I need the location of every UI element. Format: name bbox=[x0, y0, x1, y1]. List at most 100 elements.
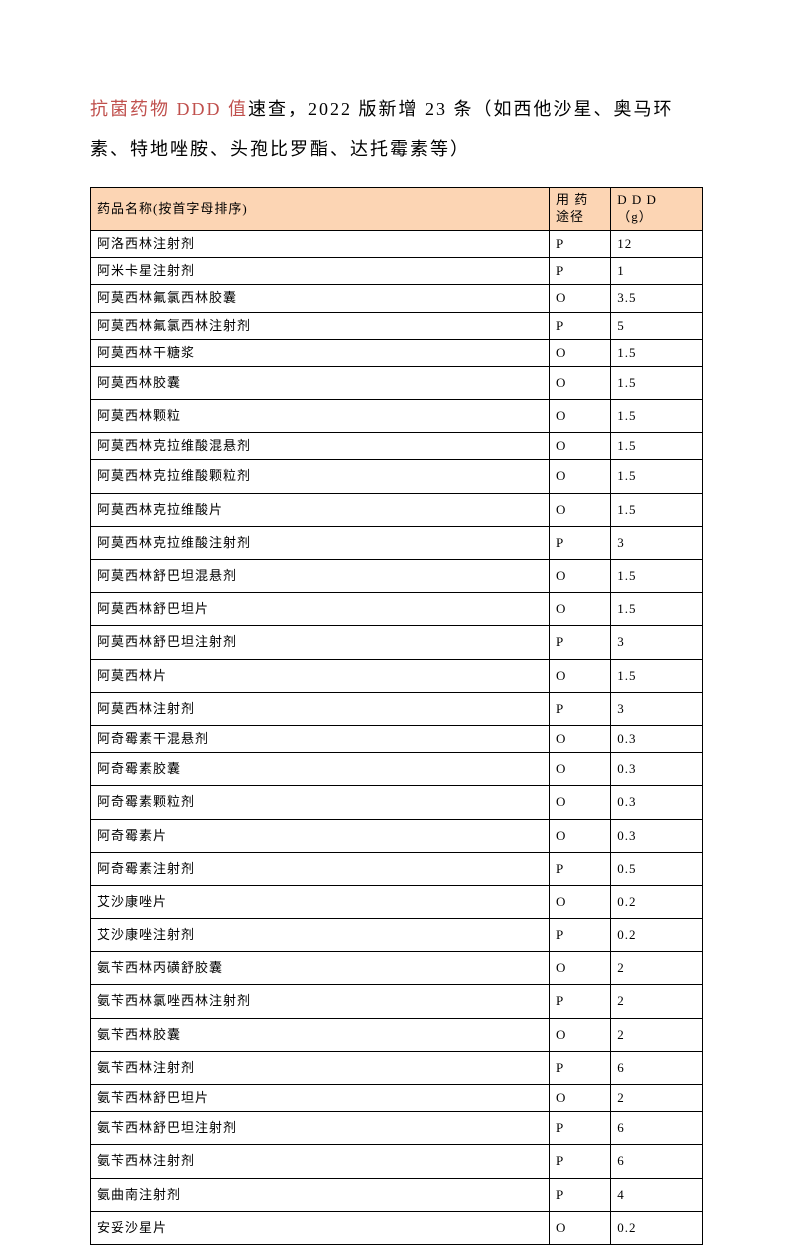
cell-ddd: 1.5 bbox=[611, 339, 703, 366]
table-row: 阿莫西林克拉维酸片O1.5 bbox=[91, 493, 703, 526]
table-row: 阿莫西林颗粒O1.5 bbox=[91, 400, 703, 433]
table-row: 阿奇霉素注射剂P0.5 bbox=[91, 852, 703, 885]
cell-drug-name: 阿莫西林舒巴坦片 bbox=[91, 593, 550, 626]
cell-drug-name: 阿洛西林注射剂 bbox=[91, 230, 550, 257]
cell-ddd: 2 bbox=[611, 1085, 703, 1112]
table-row: 阿莫西林片O1.5 bbox=[91, 659, 703, 692]
cell-drug-name: 阿奇霉素胶囊 bbox=[91, 753, 550, 786]
cell-ddd: 6 bbox=[611, 1051, 703, 1084]
cell-ddd: 2 bbox=[611, 1018, 703, 1051]
header-route: 用 药 途径 bbox=[550, 188, 611, 231]
cell-drug-name: 氨苄西林丙磺舒胶囊 bbox=[91, 952, 550, 985]
table-row: 阿奇霉素片O0.3 bbox=[91, 819, 703, 852]
table-row: 氨苄西林注射剂P6 bbox=[91, 1145, 703, 1178]
cell-route: P bbox=[550, 626, 611, 659]
cell-route: P bbox=[550, 312, 611, 339]
cell-drug-name: 氨苄西林胶囊 bbox=[91, 1018, 550, 1051]
cell-ddd: 0.3 bbox=[611, 819, 703, 852]
cell-route: O bbox=[550, 819, 611, 852]
cell-ddd: 5 bbox=[611, 312, 703, 339]
cell-ddd: 3 bbox=[611, 692, 703, 725]
table-row: 氨苄西林舒巴坦片O2 bbox=[91, 1085, 703, 1112]
table-row: 阿莫西林舒巴坦片O1.5 bbox=[91, 593, 703, 626]
table-row: 氨苄西林注射剂P6 bbox=[91, 1051, 703, 1084]
cell-ddd: 0.2 bbox=[611, 1211, 703, 1244]
table-row: 氨苄西林舒巴坦注射剂P6 bbox=[91, 1112, 703, 1145]
header-name: 药品名称(按首字母排序) bbox=[91, 188, 550, 231]
cell-route: P bbox=[550, 1178, 611, 1211]
table-row: 阿奇霉素颗粒剂O0.3 bbox=[91, 786, 703, 819]
cell-drug-name: 阿奇霉素片 bbox=[91, 819, 550, 852]
cell-ddd: 2 bbox=[611, 952, 703, 985]
table-row: 艾沙康唑注射剂P0.2 bbox=[91, 919, 703, 952]
cell-drug-name: 阿莫西林克拉维酸混悬剂 bbox=[91, 433, 550, 460]
table-row: 阿莫西林克拉维酸颗粒剂O1.5 bbox=[91, 460, 703, 493]
cell-drug-name: 艾沙康唑注射剂 bbox=[91, 919, 550, 952]
table-row: 氨曲南注射剂P4 bbox=[91, 1178, 703, 1211]
cell-drug-name: 阿莫西林干糖浆 bbox=[91, 339, 550, 366]
cell-ddd: 12 bbox=[611, 230, 703, 257]
cell-ddd: 1.5 bbox=[611, 433, 703, 460]
title-highlight: 抗菌药物 DDD 值 bbox=[90, 99, 248, 119]
cell-route: P bbox=[550, 1051, 611, 1084]
table-row: 阿洛西林注射剂P12 bbox=[91, 230, 703, 257]
cell-ddd: 6 bbox=[611, 1112, 703, 1145]
cell-route: O bbox=[550, 1211, 611, 1244]
table-row: 阿莫西林氟氯西林注射剂P5 bbox=[91, 312, 703, 339]
title-rest-1: 速查，2022 版新增 23 条（如西他沙星、奥马环 bbox=[248, 99, 674, 119]
table-row: 阿奇霉素干混悬剂O0.3 bbox=[91, 725, 703, 752]
cell-drug-name: 安妥沙星片 bbox=[91, 1211, 550, 1244]
cell-ddd: 2 bbox=[611, 985, 703, 1018]
table-row: 氨苄西林丙磺舒胶囊O2 bbox=[91, 952, 703, 985]
header-ddd-l1: D D D bbox=[617, 192, 696, 209]
cell-drug-name: 阿奇霉素干混悬剂 bbox=[91, 725, 550, 752]
cell-drug-name: 阿莫西林舒巴坦注射剂 bbox=[91, 626, 550, 659]
cell-route: O bbox=[550, 460, 611, 493]
cell-ddd: 1.5 bbox=[611, 400, 703, 433]
cell-drug-name: 阿莫西林克拉维酸片 bbox=[91, 493, 550, 526]
table-row: 氨苄西林胶囊O2 bbox=[91, 1018, 703, 1051]
cell-ddd: 1.5 bbox=[611, 460, 703, 493]
cell-route: O bbox=[550, 433, 611, 460]
header-route-l2: 途径 bbox=[556, 209, 604, 226]
cell-ddd: 0.3 bbox=[611, 753, 703, 786]
cell-drug-name: 艾沙康唑片 bbox=[91, 885, 550, 918]
table-row: 阿莫西林胶囊O1.5 bbox=[91, 366, 703, 399]
cell-drug-name: 阿莫西林片 bbox=[91, 659, 550, 692]
cell-route: P bbox=[550, 1112, 611, 1145]
title-line-1: 抗菌药物 DDD 值速查，2022 版新增 23 条（如西他沙星、奥马环 bbox=[90, 90, 703, 130]
cell-ddd: 0.2 bbox=[611, 885, 703, 918]
table-row: 阿莫西林克拉维酸混悬剂O1.5 bbox=[91, 433, 703, 460]
cell-drug-name: 氨苄西林注射剂 bbox=[91, 1145, 550, 1178]
ddd-table: 药品名称(按首字母排序) 用 药 途径 D D D （g） 阿洛西林注射剂P12… bbox=[90, 187, 703, 1245]
cell-ddd: 1.5 bbox=[611, 593, 703, 626]
header-ddd: D D D （g） bbox=[611, 188, 703, 231]
cell-route: P bbox=[550, 526, 611, 559]
cell-route: O bbox=[550, 285, 611, 312]
cell-drug-name: 阿莫西林克拉维酸颗粒剂 bbox=[91, 460, 550, 493]
cell-route: P bbox=[550, 852, 611, 885]
cell-route: P bbox=[550, 1145, 611, 1178]
cell-ddd: 0.3 bbox=[611, 725, 703, 752]
cell-route: O bbox=[550, 493, 611, 526]
table-header-row: 药品名称(按首字母排序) 用 药 途径 D D D （g） bbox=[91, 188, 703, 231]
cell-route: O bbox=[550, 560, 611, 593]
cell-drug-name: 阿米卡星注射剂 bbox=[91, 258, 550, 285]
cell-drug-name: 阿莫西林注射剂 bbox=[91, 692, 550, 725]
table-row: 艾沙康唑片O0.2 bbox=[91, 885, 703, 918]
table-row: 安妥沙星片O0.2 bbox=[91, 1211, 703, 1244]
table-row: 阿莫西林注射剂P3 bbox=[91, 692, 703, 725]
table-row: 阿莫西林克拉维酸注射剂P3 bbox=[91, 526, 703, 559]
cell-ddd: 1.5 bbox=[611, 366, 703, 399]
cell-route: P bbox=[550, 919, 611, 952]
cell-ddd: 1 bbox=[611, 258, 703, 285]
cell-drug-name: 氨苄西林氯唑西林注射剂 bbox=[91, 985, 550, 1018]
cell-route: O bbox=[550, 366, 611, 399]
cell-ddd: 4 bbox=[611, 1178, 703, 1211]
table-row: 阿莫西林舒巴坦混悬剂O1.5 bbox=[91, 560, 703, 593]
cell-ddd: 3 bbox=[611, 526, 703, 559]
table-body: 阿洛西林注射剂P12阿米卡星注射剂P1阿莫西林氟氯西林胶囊O3.5阿莫西林氟氯西… bbox=[91, 230, 703, 1244]
cell-route: P bbox=[550, 258, 611, 285]
cell-ddd: 0.3 bbox=[611, 786, 703, 819]
cell-drug-name: 氨苄西林注射剂 bbox=[91, 1051, 550, 1084]
